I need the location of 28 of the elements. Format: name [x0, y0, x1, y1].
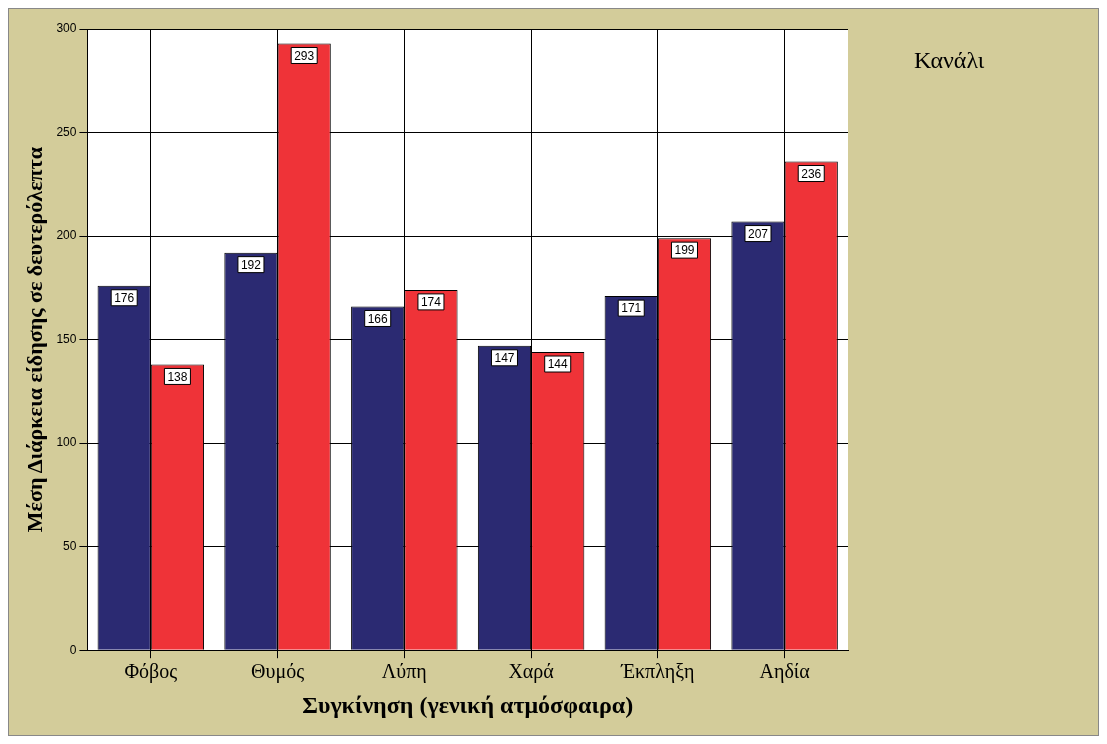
y-tick-label: 200 — [56, 228, 77, 243]
data-label: 174 — [420, 295, 442, 310]
data-label: 192 — [240, 257, 262, 272]
data-label: 293 — [294, 48, 315, 63]
y-tick-label: 100 — [56, 435, 77, 450]
y-tick-label: 0 — [69, 642, 77, 657]
x-tick-label: Έκπληξη — [620, 660, 695, 684]
y-axis-title: Μέση Διάρκεια είδησης σε δευτερόλεπτα — [21, 146, 47, 533]
y-tick-label: 150 — [56, 331, 77, 346]
x-tick-label: Αηδία — [759, 660, 811, 684]
data-label: 144 — [547, 357, 569, 372]
data-label: 199 — [674, 243, 695, 258]
y-tick-label: 300 — [56, 21, 77, 36]
data-label: 207 — [747, 226, 769, 241]
y-tick-label: 50 — [63, 538, 77, 553]
data-label: 176 — [114, 291, 135, 306]
x-tick-label: Θυμός — [251, 660, 305, 684]
data-label: 171 — [621, 301, 642, 316]
data-label: 138 — [167, 369, 188, 384]
x-tick-label: Φόβος — [124, 660, 178, 684]
x-tick-label: Λύπη — [381, 660, 427, 684]
y-tick-label: 250 — [56, 124, 77, 139]
data-label: 147 — [494, 351, 515, 366]
data-label: 236 — [801, 166, 822, 181]
legend-title: Κανάλι — [914, 47, 985, 74]
data-label: 166 — [367, 311, 389, 326]
x-axis-title: Συγκίνηση (γενική ατμόσφαιρα) — [302, 691, 634, 718]
x-tick-label: Χαρά — [508, 660, 555, 684]
